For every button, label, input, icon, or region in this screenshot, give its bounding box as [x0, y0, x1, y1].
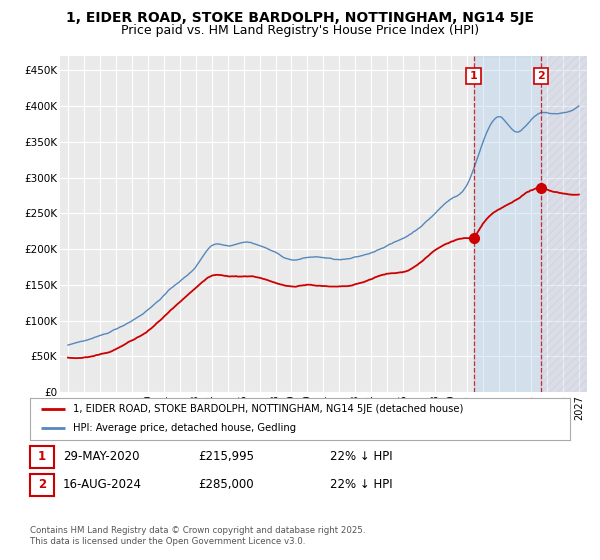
Text: 29-MAY-2020: 29-MAY-2020 [63, 450, 139, 464]
Text: Contains HM Land Registry data © Crown copyright and database right 2025.
This d: Contains HM Land Registry data © Crown c… [30, 526, 365, 546]
Text: 1: 1 [470, 71, 478, 81]
Bar [541, 56, 587, 392]
Text: £285,000: £285,000 [198, 478, 254, 492]
Text: 16-AUG-2024: 16-AUG-2024 [63, 478, 142, 492]
Text: 22% ↓ HPI: 22% ↓ HPI [330, 478, 392, 492]
Text: Price paid vs. HM Land Registry's House Price Index (HPI): Price paid vs. HM Land Registry's House … [121, 24, 479, 36]
Text: 2: 2 [537, 71, 545, 81]
Text: HPI: Average price, detached house, Gedling: HPI: Average price, detached house, Gedl… [73, 423, 296, 433]
Text: 1: 1 [38, 450, 46, 464]
Bar [473, 56, 541, 392]
Text: 22% ↓ HPI: 22% ↓ HPI [330, 450, 392, 464]
Text: £215,995: £215,995 [198, 450, 254, 464]
Text: 1, EIDER ROAD, STOKE BARDOLPH, NOTTINGHAM, NG14 5JE (detached house): 1, EIDER ROAD, STOKE BARDOLPH, NOTTINGHA… [73, 404, 464, 414]
Bar [541, 56, 587, 392]
Text: 2: 2 [38, 478, 46, 492]
Text: 1, EIDER ROAD, STOKE BARDOLPH, NOTTINGHAM, NG14 5JE: 1, EIDER ROAD, STOKE BARDOLPH, NOTTINGHA… [66, 11, 534, 25]
